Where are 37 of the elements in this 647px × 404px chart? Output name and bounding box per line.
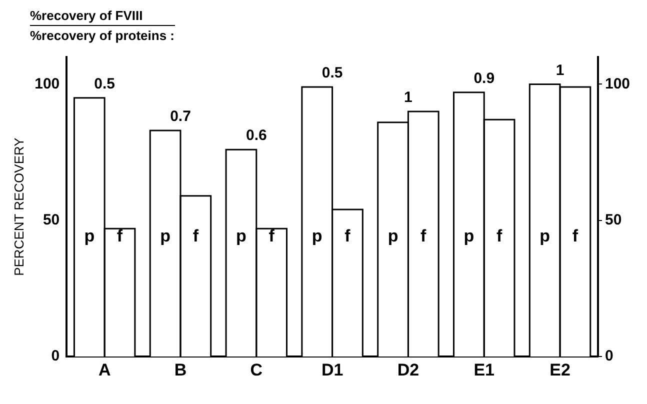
annotation: 0.6 — [246, 127, 267, 144]
annotation: 1 — [556, 62, 564, 79]
x-tick-label: B — [174, 360, 187, 380]
annotation: 1 — [404, 89, 412, 106]
y-axis-title: PERCENT RECOVERY — [11, 137, 26, 276]
chart-subtitle: %recovery of proteins : — [30, 27, 174, 43]
text: p — [160, 226, 170, 246]
text: p — [540, 226, 550, 246]
x-tick-label: C — [250, 360, 263, 380]
x-tick-label: A — [98, 360, 111, 380]
text: p — [84, 226, 95, 246]
y-tick-label: 100 — [34, 75, 60, 92]
text: f — [192, 226, 199, 246]
text: f — [572, 226, 578, 246]
series-label: p — [388, 226, 398, 246]
annotation: 0.5 — [322, 64, 343, 82]
annotation: 0.9 — [474, 70, 495, 88]
y2-tick-label: 0 — [604, 348, 614, 365]
x-tick-label: D1 — [321, 360, 344, 380]
text: f — [420, 226, 426, 246]
x-tick-label: E1 — [474, 360, 495, 380]
chart-title: %recovery of FVIII — [30, 8, 174, 26]
y-tick-label: 50 — [42, 212, 60, 229]
x-tick-label: E2 — [550, 360, 570, 380]
series-label: f — [116, 226, 123, 246]
text: f — [344, 226, 350, 246]
text: p — [236, 226, 246, 246]
y-tick-label: 0 — [51, 348, 60, 365]
text: f — [496, 226, 502, 246]
annotation: 0.7 — [170, 108, 191, 126]
y2-tick-label: 100 — [604, 75, 630, 92]
text: f — [268, 226, 274, 246]
x-tick-label: D2 — [397, 360, 420, 380]
text: p — [312, 226, 322, 246]
text: p — [464, 226, 474, 246]
annotation: 0.5 — [94, 75, 116, 92]
y2-tick-label: 50 — [604, 212, 622, 229]
